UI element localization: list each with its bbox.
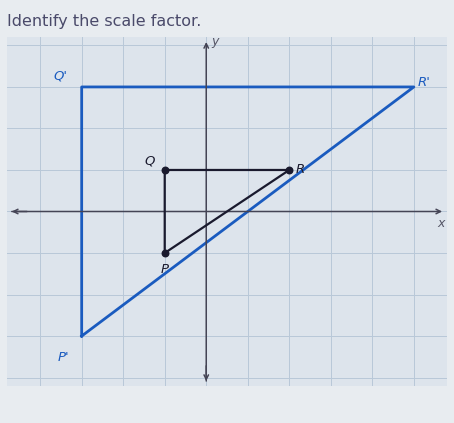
Point	[286, 167, 293, 173]
Text: Identify the scale factor.: Identify the scale factor.	[7, 14, 201, 29]
Text: y: y	[212, 35, 219, 48]
Text: Q': Q'	[53, 70, 67, 83]
Text: P': P'	[58, 351, 69, 364]
Text: P: P	[161, 264, 169, 276]
Point	[161, 167, 168, 173]
Point	[161, 250, 168, 256]
Text: x: x	[437, 217, 444, 230]
Text: Q: Q	[144, 155, 154, 168]
Text: R': R'	[418, 76, 431, 89]
Text: R: R	[296, 163, 305, 176]
